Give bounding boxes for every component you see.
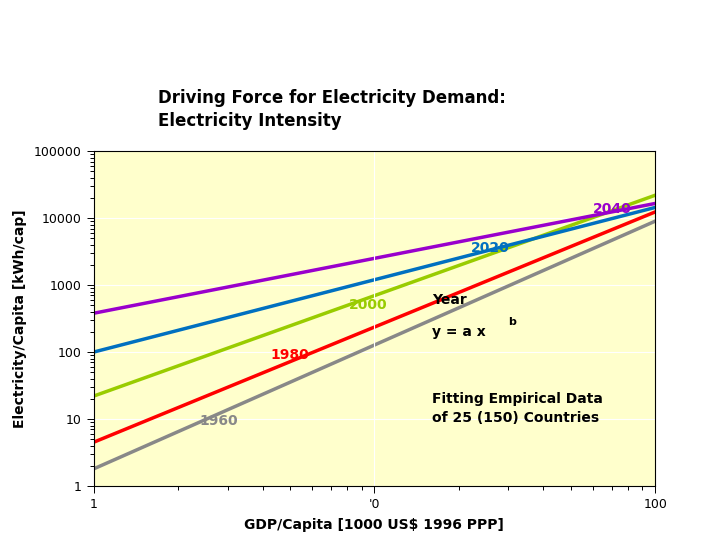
Text: Year: Year — [432, 293, 467, 307]
Text: Fitting Empirical Data
of 25 (150) Countries: Fitting Empirical Data of 25 (150) Count… — [432, 393, 603, 425]
Text: 2040: 2040 — [593, 201, 631, 215]
Text: b: b — [508, 317, 516, 327]
Text: 2000: 2000 — [348, 298, 387, 312]
Text: y = a x: y = a x — [432, 325, 485, 339]
Text: Driving Force for Electricity Demand:
Electricity Intensity: Driving Force for Electricity Demand: El… — [158, 90, 506, 130]
Y-axis label: Electricity/Capita [kWh/cap]: Electricity/Capita [kWh/cap] — [13, 210, 27, 428]
Text: 2020: 2020 — [471, 241, 509, 255]
X-axis label: GDP/Capita [1000 US$ 1996 PPP]: GDP/Capita [1000 US$ 1996 PPP] — [245, 518, 504, 532]
Text: 1960: 1960 — [200, 414, 238, 428]
Text: 1980: 1980 — [271, 348, 310, 362]
